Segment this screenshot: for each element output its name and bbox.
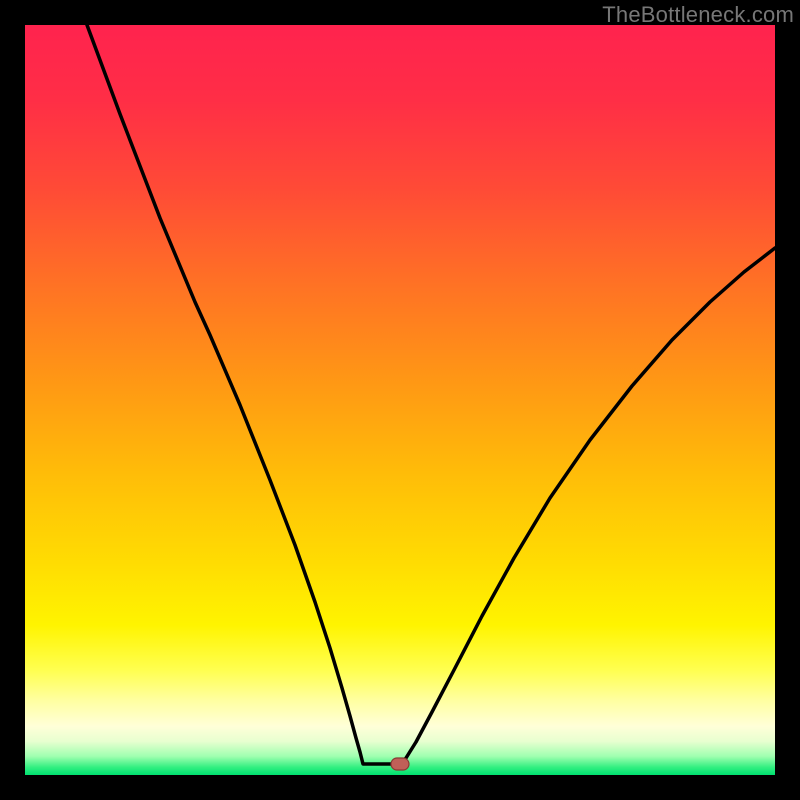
- optimum-marker: [391, 758, 409, 770]
- bottleneck-chart: [0, 0, 800, 800]
- watermark-text: TheBottleneck.com: [602, 2, 794, 28]
- chart-frame: TheBottleneck.com: [0, 0, 800, 800]
- plot-background: [25, 25, 775, 775]
